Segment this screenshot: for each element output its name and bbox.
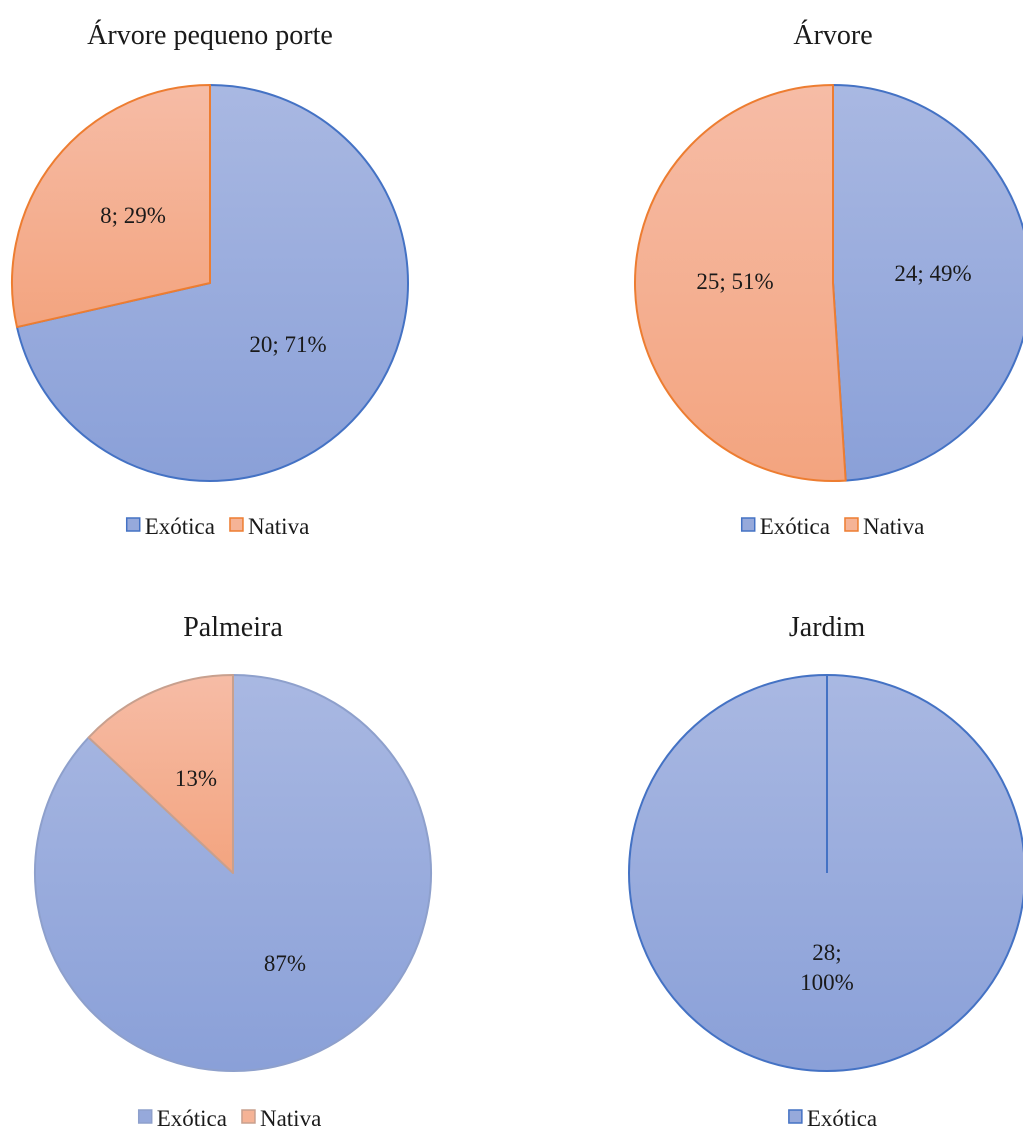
data-label: 28; 100% (800, 940, 854, 995)
legend: Exótica Nativa (125, 514, 309, 539)
legend-label: Exótica (760, 514, 830, 539)
pie-chart-4: Jardim 28; 100% Exótica (628, 612, 1023, 1131)
pie-slice-nativa (87, 674, 234, 874)
legend-swatch-exotica (137, 1109, 153, 1124)
legend-label: Nativa (863, 514, 924, 539)
legend-swatch-exotica (740, 517, 756, 532)
pie-slice-exotica (832, 84, 1023, 482)
chart-title: Palmeira (183, 612, 283, 643)
pie-slice-nativa (11, 84, 211, 329)
data-label: 8; 29% (100, 203, 166, 228)
pie-slice-exotica (34, 674, 432, 1072)
data-label: 13% (175, 766, 217, 791)
chart-title: Árvore pequeno porte (87, 20, 333, 51)
legend: Exótica Nativa (740, 514, 924, 539)
legend: Exótica (788, 1106, 877, 1131)
legend: Exótica Nativa (137, 1106, 321, 1131)
chart-title: Jardim (789, 612, 865, 643)
pie-slice-nativa (633, 84, 847, 482)
legend-label: Exótica (807, 1106, 877, 1131)
data-label: 24; 49% (894, 261, 971, 286)
pie-slice-exotica (15, 84, 409, 482)
legend-swatch-nativa (229, 517, 244, 532)
data-label: 87% (264, 951, 306, 976)
data-label: 20; 71% (249, 332, 326, 357)
pie-chart-1: Árvore pequeno porte 20; 71% 8; 29% Exótica… (11, 20, 409, 539)
chart-title: Árvore (793, 20, 872, 51)
legend-label: Exótica (157, 1106, 227, 1131)
pie-chart-2: Árvore 24; 49% 25; 51% Exótica Nativa (633, 20, 1023, 539)
legend-swatch-nativa (844, 517, 859, 532)
legend-label: Nativa (260, 1106, 321, 1131)
legend-swatch-exotica (788, 1109, 803, 1124)
legend-swatch-exotica (125, 517, 141, 532)
data-label: 25; 51% (696, 269, 773, 294)
pie-chart-3: Palmeira 87% 13% Exótica Nativa (34, 612, 432, 1131)
legend-swatch-nativa (241, 1109, 256, 1124)
legend-label: Exótica (145, 514, 215, 539)
legend-label: Nativa (248, 514, 309, 539)
